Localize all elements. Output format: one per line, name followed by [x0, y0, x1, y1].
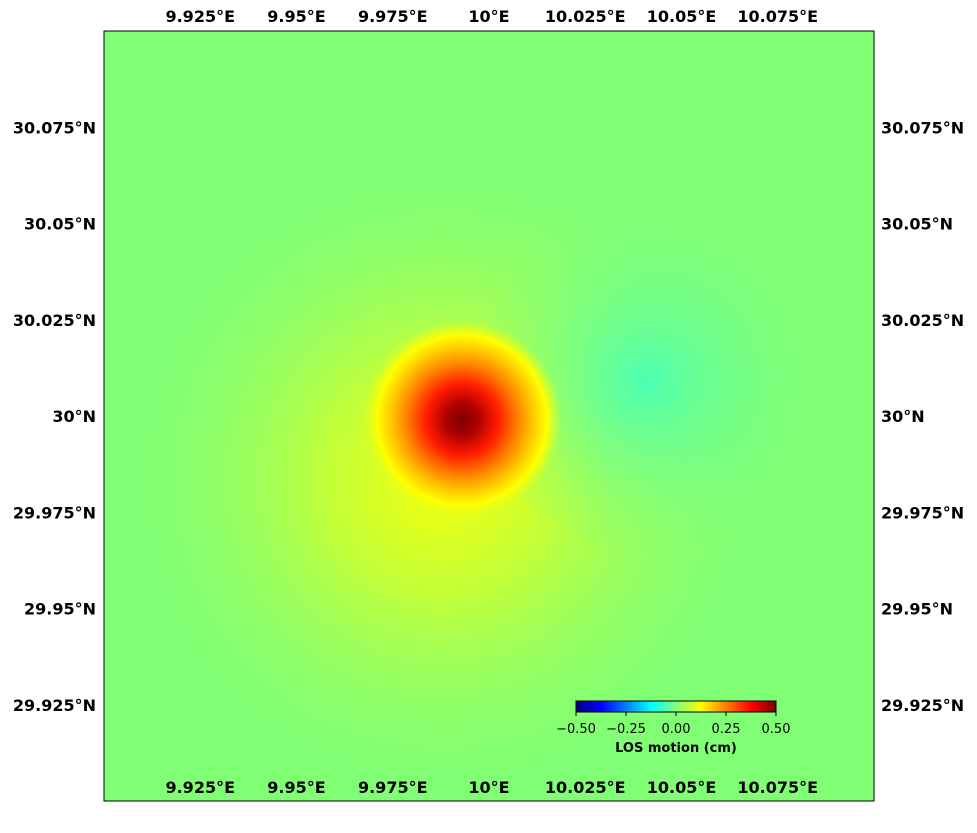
longitude-labels-top: 9.925°E 9.95°E 9.975°E 10°E 10.025°E 10.05°E 1…: [165, 7, 818, 26]
latitude-labels-right: 30.075°N 30.05°N 30.025°N 30°N 29.975°N 29.95…: [881, 118, 964, 715]
lat-label-right: 30.05°N: [881, 215, 953, 234]
lat-label-right: 30°N: [881, 407, 925, 426]
lat-label-right: 29.95°N: [881, 600, 953, 619]
lat-label-right: 30.025°N: [881, 311, 964, 330]
lat-label-left: 29.925°N: [13, 696, 96, 715]
colorbar-tick-label: −0.50: [556, 722, 596, 737]
colorbar-tick-label: −0.25: [606, 722, 646, 737]
deformation-layer: [112, 149, 817, 801]
lat-label-right: 30.075°N: [881, 118, 964, 137]
lon-label-bottom: 9.95°E: [267, 778, 325, 797]
lon-label-top: 9.975°E: [358, 7, 428, 26]
los-deformation-map: [103, 30, 875, 802]
colorbar-ticks: −0.50 −0.25 0.00 0.25 0.50: [556, 712, 790, 737]
lon-label-top: 10.025°E: [545, 7, 626, 26]
lat-label-left: 29.975°N: [13, 503, 96, 522]
colorbar-tick-label: 0.00: [662, 722, 691, 737]
lon-label-top: 10.05°E: [647, 7, 717, 26]
lat-label-right: 29.925°N: [881, 696, 964, 715]
lon-label-top: 9.925°E: [165, 7, 235, 26]
colorbar-label: LOS motion (cm): [615, 741, 737, 756]
lon-label-top: 9.95°E: [267, 7, 325, 26]
lon-label-bottom: 10.05°E: [647, 778, 717, 797]
lon-label-bottom: 9.925°E: [165, 778, 235, 797]
colorbar: −0.50 −0.25 0.00 0.25 0.50 LOS motion (cm): [556, 700, 790, 756]
latitude-labels-left: 30.075°N 30.05°N 30.025°N 30°N 29.975°N 29.95…: [13, 118, 96, 715]
colorbar-gradient: [575, 700, 777, 713]
lon-label-bottom: 10°E: [468, 778, 509, 797]
lon-label-bottom: 9.975°E: [358, 778, 428, 797]
lat-label-left: 30.05°N: [24, 215, 96, 234]
map-frame: [103, 30, 875, 802]
lat-label-left: 30°N: [52, 407, 96, 426]
uplift-lobe: [362, 319, 563, 520]
lon-label-bottom: 10.025°E: [545, 778, 626, 797]
lat-label-left: 30.025°N: [13, 311, 96, 330]
lat-label-left: 30.075°N: [13, 118, 96, 137]
lon-label-bottom: 10.075°E: [737, 778, 818, 797]
colorbar-tick-label: 0.50: [762, 722, 791, 737]
lon-label-top: 10°E: [468, 7, 509, 26]
lat-label-right: 29.975°N: [881, 503, 964, 522]
subsidence-lobe: [476, 211, 817, 552]
lon-label-top: 10.075°E: [737, 7, 818, 26]
lat-label-left: 29.95°N: [24, 600, 96, 619]
colorbar-tick-label: 0.25: [712, 722, 741, 737]
longitude-labels-bottom: 9.925°E 9.95°E 9.975°E 10°E 10.025°E 10.05°E 1…: [165, 778, 818, 797]
